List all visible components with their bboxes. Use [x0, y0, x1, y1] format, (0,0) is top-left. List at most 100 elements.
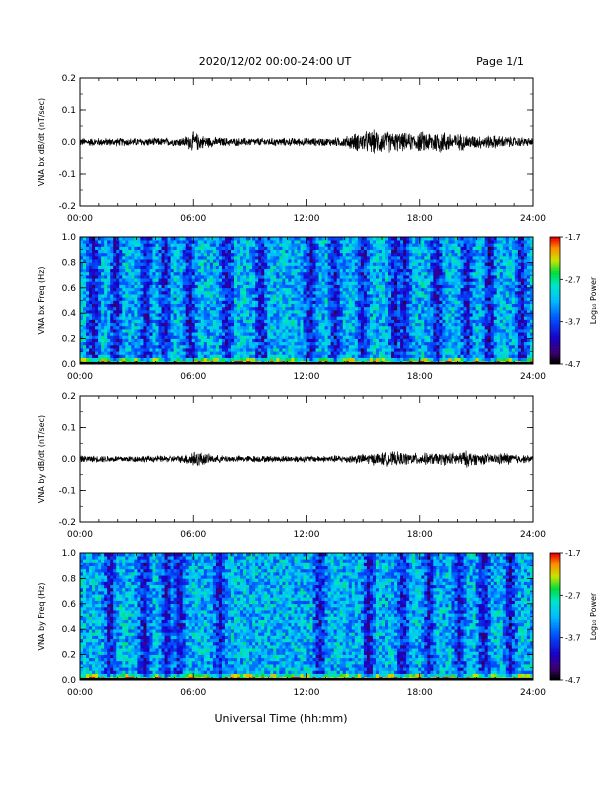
spectrogram-cell — [363, 319, 368, 324]
spectrogram-cell — [252, 300, 256, 304]
spectrogram-cell — [209, 303, 214, 308]
spectrogram-cell — [164, 329, 168, 333]
spectrogram-cell — [113, 341, 117, 346]
spectrogram-cell — [258, 237, 262, 241]
spectrogram-cell — [318, 332, 322, 336]
spectrogram-cell — [237, 316, 241, 320]
spectrogram-cell — [306, 252, 310, 257]
spectrogram-cell — [436, 281, 440, 285]
spectrogram-cell — [200, 275, 205, 279]
spectrogram-cell — [312, 297, 316, 301]
spectrogram-cell — [439, 300, 443, 304]
spectrogram-cell — [188, 252, 193, 257]
spectrogram-cell — [200, 322, 205, 327]
spectrogram-cell — [104, 268, 108, 273]
spectrogram-cell — [279, 303, 283, 308]
spectrogram-cell — [309, 237, 313, 241]
spectrogram-cell — [188, 313, 193, 317]
spectrogram-cell — [375, 259, 380, 263]
spectrogram-cell — [125, 265, 129, 270]
spectrogram-cell — [412, 310, 416, 314]
spectrogram-cell — [224, 265, 229, 270]
spectrogram-cell — [360, 335, 365, 339]
spectrogram-cell — [385, 281, 389, 285]
spectrogram-cell — [418, 338, 422, 343]
spectrogram-cell — [231, 354, 235, 358]
spectrogram-cell — [333, 348, 337, 352]
spectrogram-cell — [167, 310, 171, 314]
spectrogram-cell — [321, 338, 325, 343]
spectrogram-cell — [243, 325, 247, 330]
spectrogram-cell — [200, 354, 205, 358]
spectrogram-cell — [128, 322, 132, 327]
spectrogram-cell — [119, 332, 123, 336]
spectrogram-cell — [427, 341, 431, 346]
spectrogram-cell — [267, 357, 271, 362]
spectrogram-cell — [333, 354, 337, 358]
spectrogram-cell — [415, 265, 419, 270]
spectrogram-cell — [391, 316, 395, 320]
spectrogram-cell — [418, 348, 422, 352]
spectrogram-cell — [185, 237, 190, 241]
spectrogram-cell — [412, 303, 416, 308]
spectrogram-cell — [391, 271, 395, 276]
spectrogram-cell — [134, 322, 138, 327]
spectrogram-cell — [200, 319, 205, 324]
spectrogram-cell — [209, 341, 214, 346]
spectrogram-cell — [137, 287, 141, 292]
spectrogram-cell — [312, 354, 316, 358]
spectrogram-cell — [312, 246, 316, 250]
spectrogram-cell — [170, 262, 174, 266]
spectrogram-cell — [354, 332, 359, 336]
spectrogram-cell — [279, 246, 283, 250]
spectrogram-cell — [378, 297, 383, 301]
spectrogram-cell — [206, 316, 211, 320]
spectrogram-cell — [80, 310, 84, 314]
spectrogram-cell — [421, 325, 425, 330]
spectrogram-cell — [98, 357, 102, 362]
spectrogram-cell — [221, 256, 226, 260]
spectrogram-cell — [134, 306, 138, 311]
spectrogram-cell — [146, 344, 150, 349]
spectrogram-cell — [282, 268, 286, 273]
spectrogram-cell — [170, 306, 174, 311]
spectrogram-cell — [252, 316, 256, 320]
spectrogram-cell — [122, 303, 126, 308]
spectrogram-cell — [427, 265, 431, 270]
spectrogram-cell — [406, 252, 410, 257]
spectrogram-cell — [255, 271, 259, 276]
spectrogram-cell — [101, 284, 105, 289]
spectrogram-cell — [324, 325, 328, 330]
spectrogram-cell — [246, 341, 250, 346]
spectrogram-cell — [418, 316, 422, 320]
spectrogram-cell — [215, 344, 220, 349]
spectrogram-cell — [397, 338, 401, 343]
spectrogram-cell — [345, 240, 350, 244]
spectrogram-cell — [333, 332, 337, 336]
spectrogram-cell — [366, 265, 371, 270]
spectrogram-cell — [92, 354, 96, 358]
spectrogram-cell — [86, 243, 90, 247]
spectrogram-cell — [363, 306, 368, 311]
spectrogram-cell — [415, 249, 419, 254]
spectrogram-cell — [101, 256, 105, 260]
spectrogram-cell — [433, 338, 437, 343]
spectrogram-cell — [170, 284, 174, 289]
spectrogram-cell — [80, 262, 84, 266]
spectrogram-cell — [336, 275, 341, 279]
spectrogram-cell — [333, 294, 337, 298]
spectrogram-cell — [209, 322, 214, 327]
spectrogram-cell — [218, 351, 223, 355]
spectrogram-cell — [297, 290, 301, 295]
spectrogram-cell — [291, 287, 295, 292]
spectrogram-cell — [315, 316, 319, 320]
spectrogram-cell — [234, 281, 238, 285]
spectrogram-cell — [439, 271, 443, 276]
spectrogram-cell — [140, 249, 144, 254]
spectrogram-cell — [321, 249, 325, 254]
spectrogram-cell — [333, 297, 337, 301]
spectrogram-cell — [282, 284, 286, 289]
spectrogram-cell — [357, 300, 362, 304]
spectrogram-cell — [140, 322, 144, 327]
spectrogram-cell — [270, 259, 274, 263]
